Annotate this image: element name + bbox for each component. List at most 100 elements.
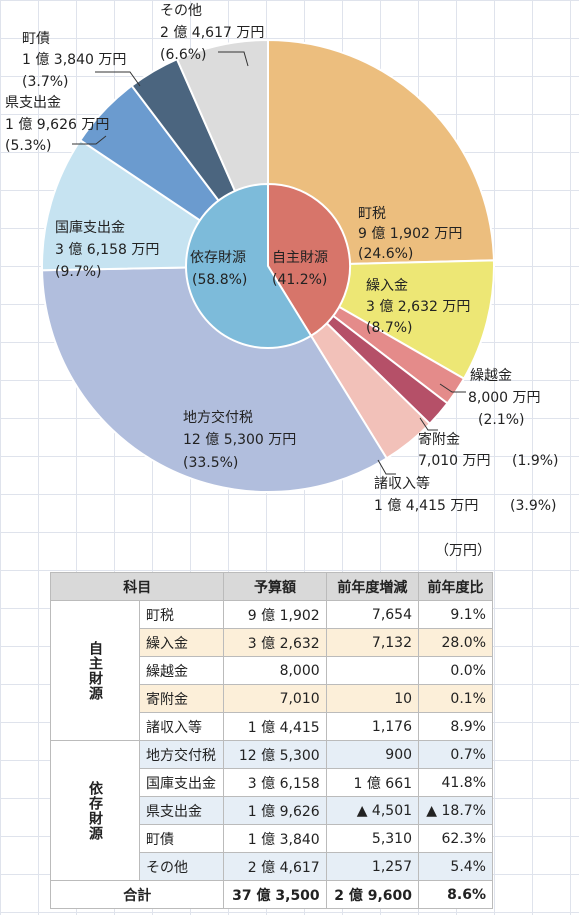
total-cell: 8.6% — [418, 880, 493, 909]
budget-table: 科目 予算額 前年度増減 前年度比 自主財源 町税 9 億 1,902 7,654 9.1% 繰入… — [49, 572, 493, 909]
slice-percent: (5.3%) — [5, 138, 52, 154]
table-cell: 62.3% — [418, 824, 493, 853]
total-cell: 合計 — [49, 880, 225, 909]
slice-percent: (6.6%) — [160, 47, 207, 63]
group-label: 自主財源 — [50, 600, 140, 741]
slice-name: 町税 — [358, 206, 386, 222]
table-cell: 7,654 — [325, 600, 420, 629]
slice-percent: (2.1%) — [478, 412, 525, 428]
table-cell: 3 億 6,158 — [223, 768, 327, 797]
slice-amount: 2 億 4,617 万円 — [160, 25, 264, 41]
total-cell: 2 億 9,600 — [325, 880, 420, 909]
leader-line — [439, 383, 466, 393]
slice-amount: 12 億 5,300 万円 — [183, 432, 296, 448]
table-cell: 5.4% — [418, 852, 493, 881]
table-cell: 地方交付税 — [138, 740, 225, 769]
table-cell: 1 億 4,415 — [223, 712, 327, 741]
table-cell: 9.1% — [418, 600, 493, 629]
slice-amount: 3 億 6,158 万円 — [55, 242, 159, 258]
slice-percent: (1.9%) — [512, 453, 559, 469]
inner-name: 依存財源 — [190, 250, 246, 266]
table-row: 寄附金 7,010 10 0.1% — [51, 684, 493, 713]
table-row: 町債 1 億 3,840 5,310 62.3% — [51, 824, 493, 853]
slice-amount: 8,000 万円 — [468, 390, 541, 406]
total-cell: 37 億 3,500 — [223, 880, 327, 909]
slice-amount: 1 億 4,415 万円 — [374, 498, 478, 514]
slice-name: 寄附金 — [418, 431, 460, 448]
table-cell: 0.7% — [418, 740, 493, 769]
table-cell: 8.9% — [418, 712, 493, 741]
leader-line — [218, 51, 249, 67]
leader-line — [419, 417, 438, 431]
table-cell: 2 億 4,617 — [223, 852, 327, 881]
group-label: 依存財源 — [50, 740, 140, 881]
table-cell: 繰入金 — [138, 628, 225, 657]
table-cell: 7,010 — [223, 684, 327, 713]
table-cell: ▲ 18.7% — [418, 796, 493, 825]
header-cell: 前年度増減 — [325, 572, 420, 601]
leader-line — [377, 459, 396, 475]
slice-amount: 1 億 3,840 万円 — [22, 52, 126, 68]
table-cell: 1,257 — [325, 852, 420, 881]
slice-name: 県支出金 — [5, 95, 61, 111]
table-cell: 0.0% — [418, 656, 493, 685]
slice-amount: 3 億 2,632 万円 — [366, 299, 470, 315]
slice-name: 地方交付税 — [183, 409, 253, 426]
table-cell: 41.8% — [418, 768, 493, 797]
leader-line — [95, 71, 141, 87]
slice-name: 町債 — [22, 31, 50, 47]
pie-chart: 町税 9 億 1,902 万円 (24.6%) 繰入金 3 億 2,632 万円 (8.7… — [5, 3, 559, 514]
table-row: 県支出金 1 億 9,626 ▲ 4,501 ▲ 18.7% — [51, 796, 493, 825]
slice-name: 繰入金 — [366, 278, 408, 294]
slice-amount: 9 億 1,902 万円 — [358, 226, 462, 242]
slice-amount: 1 億 9,626 万円 — [5, 117, 109, 133]
slice-percent: (3.7%) — [22, 74, 69, 90]
table-cell: 諸収入等 — [138, 712, 225, 741]
leader-lines — [72, 51, 466, 475]
table-cell: 寄附金 — [138, 684, 225, 713]
slice-amount: 7,010 万円 — [418, 453, 491, 469]
table-row: その他 2 億 4,617 1,257 5.4% — [51, 852, 493, 881]
table-cell: 繰越金 — [138, 656, 225, 685]
header-cell: 科目 — [49, 572, 225, 601]
inner-percent: (41.2%) — [272, 272, 327, 288]
slice-percent: (33.5%) — [183, 455, 238, 471]
header-cell: 予算額 — [223, 572, 327, 601]
table-unit: （万円） — [435, 543, 491, 559]
inner-name: 自主財源 — [272, 250, 328, 266]
slice-percent: (8.7%) — [366, 320, 413, 336]
table-row: 依存財源 地方交付税 12 億 5,300 900 0.7% — [50, 740, 493, 881]
table-cell: ▲ 4,501 — [325, 796, 420, 825]
table-cell: 1 億 9,626 — [223, 796, 327, 825]
table-cell: 5,310 — [325, 824, 420, 853]
header-cell: 前年度比 — [418, 572, 493, 601]
table-row: 科目 予算額 前年度増減 前年度比 — [49, 572, 493, 601]
table-cell — [325, 656, 420, 685]
table-cell: 町税 — [138, 600, 225, 629]
table-cell: 1,176 — [325, 712, 420, 741]
leader-line — [72, 135, 107, 145]
table-row: 国庫支出金 3 億 6,158 1 億 661 41.8% — [51, 768, 493, 797]
table-cell: 0.1% — [418, 684, 493, 713]
table-cell: 9 億 1,902 — [223, 600, 327, 629]
table-cell: 12 億 5,300 — [223, 740, 327, 769]
inner-percent: (58.8%) — [192, 272, 247, 288]
slice-name: 国庫支出金 — [55, 219, 125, 236]
slice-name: 諸収入等 — [374, 475, 430, 492]
table-row: 自主財源 町税 9 億 1,902 7,654 9.1% — [50, 600, 493, 741]
table-row: 合計 37 億 3,500 2 億 9,600 8.6% — [49, 880, 493, 909]
slice-name: 繰越金 — [470, 368, 512, 384]
slice-name: その他 — [160, 3, 202, 19]
table-cell: 国庫支出金 — [138, 768, 225, 797]
table-row: 繰越金 8,000 0.0% — [51, 656, 493, 685]
table-cell: 8,000 — [223, 656, 327, 685]
table-row: 繰入金 3 億 2,632 7,132 28.0% — [51, 628, 493, 657]
table-cell: 1 億 3,840 — [223, 824, 327, 853]
table-cell: 900 — [325, 740, 420, 769]
table-cell: 7,132 — [325, 628, 420, 657]
table-cell: 県支出金 — [138, 796, 225, 825]
table-cell: その他 — [138, 852, 225, 881]
table-row: 諸収入等 1 億 4,415 1,176 8.9% — [51, 712, 493, 741]
slice-percent: (3.9%) — [510, 498, 557, 514]
